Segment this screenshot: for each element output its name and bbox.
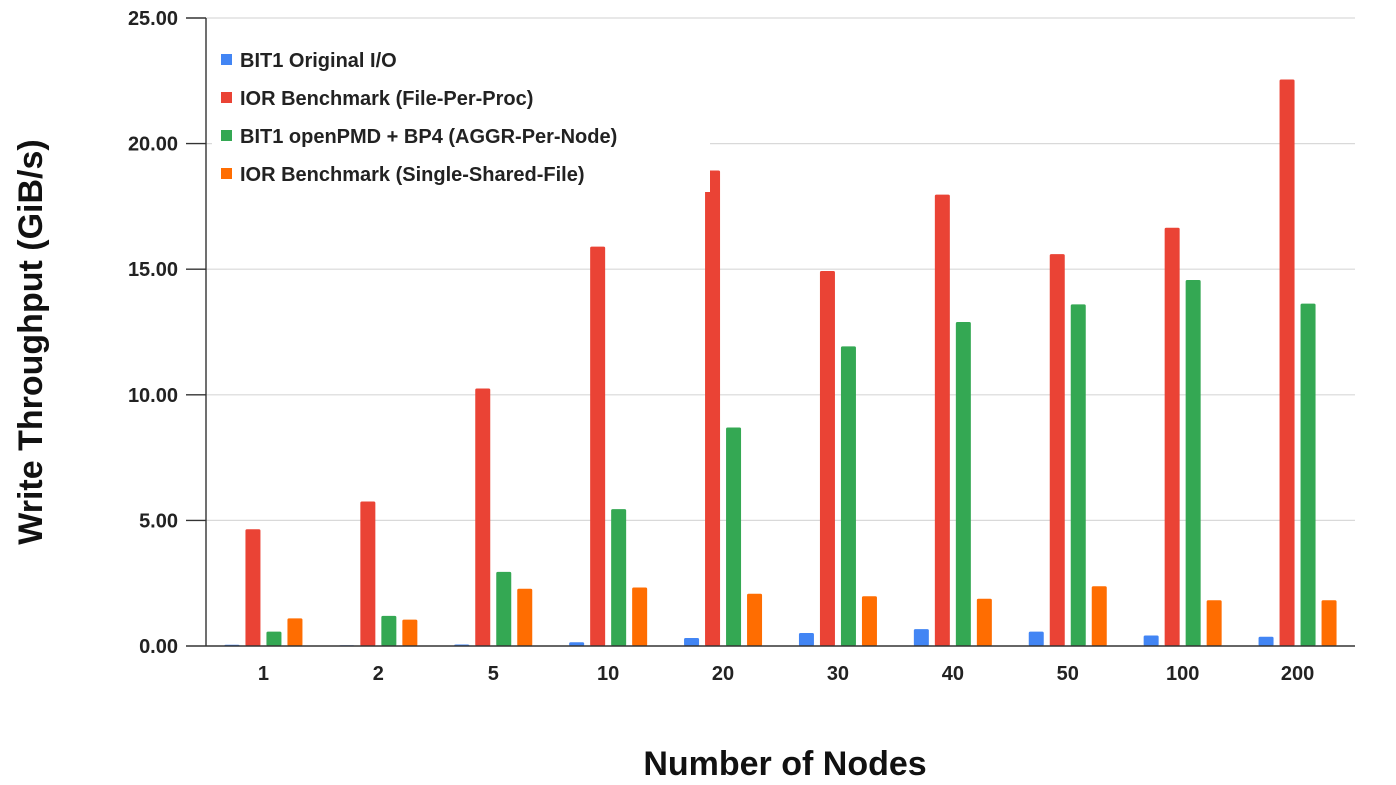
bar: [496, 571, 512, 646]
legend-swatch: [221, 92, 232, 103]
y-tick-label: 5.00: [139, 510, 178, 532]
bar: [1206, 600, 1222, 646]
bar: [1164, 227, 1180, 646]
bar: [611, 509, 627, 646]
bar: [287, 618, 303, 646]
x-tick-label: 10: [597, 663, 619, 685]
legend-swatch: [221, 130, 232, 141]
bar: [976, 598, 992, 646]
x-tick-label: 5: [488, 663, 499, 685]
bars: [224, 79, 1337, 647]
legend-label: IOR Benchmark (Single-Shared-File): [240, 164, 585, 186]
bar: [590, 246, 606, 647]
x-tick-label: 20: [712, 663, 734, 685]
bar: [475, 388, 491, 646]
bar: [747, 593, 763, 646]
y-tick-label: 0.00: [139, 636, 178, 658]
legend-label: BIT1 openPMD + BP4 (AGGR-Per-Node): [240, 126, 617, 148]
bar: [1028, 631, 1044, 646]
bar: [798, 632, 814, 646]
bar: [840, 346, 856, 646]
y-tick-label: 15.00: [128, 259, 178, 281]
bar: [402, 619, 418, 646]
y-axis-title: Write Throughput (GiB/s): [12, 139, 50, 544]
bar: [569, 642, 585, 646]
legend-swatch: [221, 168, 232, 179]
bar: [819, 270, 835, 646]
legend: BIT1 Original I/O IOR Benchmark (File-Per…: [212, 42, 710, 192]
bar: [1091, 586, 1107, 646]
bar: [684, 637, 700, 646]
x-tick-label: 40: [942, 663, 964, 685]
bar: [360, 501, 376, 646]
axes: 0.00 5.00 10.00 15.00 20.00 25.00 1 2 5 10 20 30 40 5…: [128, 8, 1355, 685]
legend-background: [212, 42, 710, 192]
bar: [245, 529, 261, 646]
bar: [1143, 635, 1159, 646]
bar: [1321, 600, 1337, 646]
bar: [1279, 79, 1295, 646]
bar: [381, 615, 397, 646]
legend-label: IOR Benchmark (File-Per-Proc): [240, 88, 533, 110]
x-tick-label: 200: [1281, 663, 1314, 685]
x-tick-label: 1: [258, 663, 269, 685]
bar: [861, 596, 877, 646]
x-tick-label: 100: [1166, 663, 1199, 685]
x-tick-label: 50: [1057, 663, 1079, 685]
bar: [1049, 254, 1065, 647]
bar: [1300, 303, 1316, 646]
bar: [266, 631, 282, 646]
bar: [1070, 304, 1086, 646]
y-tick-label: 20.00: [128, 134, 178, 156]
x-axis-title: Number of Nodes: [643, 745, 926, 783]
bar: [726, 427, 742, 646]
bar: [955, 321, 971, 646]
x-tick-label: 2: [373, 663, 384, 685]
legend-swatch: [221, 54, 232, 65]
bar: [1185, 280, 1201, 646]
bar: [934, 194, 950, 646]
legend-label: BIT1 Original I/O: [240, 50, 397, 72]
bar: [705, 170, 721, 646]
bar: [1258, 636, 1274, 646]
y-tick-label: 10.00: [128, 385, 178, 407]
y-tick-label: 25.00: [128, 8, 178, 30]
bar: [913, 629, 929, 646]
bar: [632, 587, 648, 646]
bar: [517, 588, 533, 646]
x-tick-label: 30: [827, 663, 849, 685]
